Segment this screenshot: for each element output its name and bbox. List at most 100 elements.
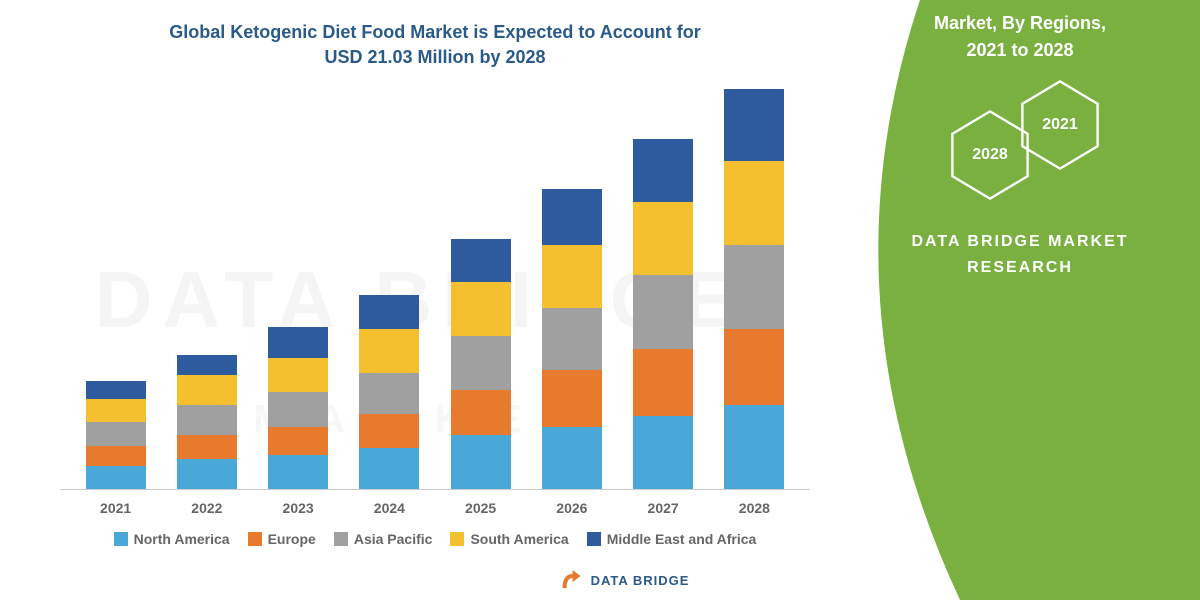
- x-axis-label: 2023: [263, 500, 333, 516]
- legend-label: South America: [470, 531, 568, 547]
- bar-stack: [451, 239, 511, 490]
- bar-segment: [542, 245, 602, 308]
- side-title-line2: 2021 to 2028: [860, 37, 1180, 64]
- chart-legend: North America Europe Asia Pacific South Ame…: [60, 531, 810, 547]
- footer-logo-text: DATA BRIDGE: [591, 573, 690, 588]
- x-axis-label: 2026: [537, 500, 607, 516]
- bar-segment: [633, 416, 693, 490]
- bar-segment: [451, 336, 511, 390]
- x-axis-label: 2024: [354, 500, 424, 516]
- legend-swatch: [334, 532, 348, 546]
- x-axis-label: 2025: [446, 500, 516, 516]
- bar-segment: [359, 329, 419, 372]
- bar-stack: [724, 89, 784, 489]
- bar-segment: [268, 358, 328, 393]
- bar-segment: [86, 399, 146, 423]
- bar-segment: [359, 373, 419, 414]
- bar-segment: [86, 422, 146, 446]
- bar-segment: [451, 390, 511, 435]
- x-axis-labels: 2021 2022 2023 2024 2025 2026 2027 2028: [60, 490, 810, 516]
- bar-segment: [724, 245, 784, 329]
- bar-stack: [633, 139, 693, 489]
- bar-segment: [268, 392, 328, 427]
- bar-segment: [359, 448, 419, 489]
- bar-segment: [542, 308, 602, 371]
- legend-swatch: [248, 532, 262, 546]
- legend-label: North America: [134, 531, 230, 547]
- x-axis-label: 2022: [172, 500, 242, 516]
- bar-segment: [451, 282, 511, 336]
- brand-text: DATA BRIDGE MARKET RESEARCH: [860, 229, 1180, 280]
- bar-group: [81, 381, 151, 489]
- side-panel: Market, By Regions, 2021 to 2028 2028 20…: [840, 0, 1200, 600]
- hex-container: 2028 2021: [860, 79, 1180, 209]
- bar-segment: [542, 189, 602, 245]
- bar-segment: [268, 455, 328, 490]
- chart-section: DATA BRIDGE M A R K E T Global Ketogenic…: [0, 0, 840, 600]
- bar-segment: [177, 459, 237, 489]
- x-axis-label: 2021: [81, 500, 151, 516]
- bar-segment: [724, 329, 784, 405]
- bar-segment: [724, 161, 784, 245]
- legend-label: Europe: [268, 531, 316, 547]
- bar-group: [172, 355, 242, 489]
- bar-group: [446, 239, 516, 490]
- bar-segment: [86, 466, 146, 490]
- legend-item: Asia Pacific: [334, 531, 433, 547]
- legend-label: Asia Pacific: [354, 531, 433, 547]
- bar-stack: [268, 327, 328, 489]
- hexagon-2028: 2028: [950, 109, 1030, 201]
- footer-logo: DATA BRIDGE: [559, 568, 690, 592]
- side-content: Market, By Regions, 2021 to 2028 2028 20…: [840, 0, 1200, 290]
- legend-swatch: [450, 532, 464, 546]
- brand-line2: RESEARCH: [860, 255, 1180, 281]
- side-title: Market, By Regions, 2021 to 2028: [860, 10, 1180, 64]
- bar-segment: [633, 202, 693, 276]
- bar-segment: [359, 414, 419, 449]
- bar-segment: [177, 375, 237, 405]
- bar-segment: [177, 435, 237, 459]
- bar-segment: [177, 355, 237, 374]
- bar-group: [719, 89, 789, 489]
- bar-segment: [268, 427, 328, 455]
- bar-segment: [86, 381, 146, 398]
- legend-label: Middle East and Africa: [607, 531, 757, 547]
- bar-segment: [177, 405, 237, 435]
- chart-title-line1: Global Ketogenic Diet Food Market is Exp…: [60, 20, 810, 45]
- bar-group: [354, 295, 424, 490]
- brand-line1: DATA BRIDGE MARKET: [860, 229, 1180, 255]
- footer-logo-icon: [559, 568, 583, 592]
- bar-stack: [177, 355, 237, 489]
- bar-segment: [268, 327, 328, 357]
- bar-segment: [359, 295, 419, 330]
- legend-item: Europe: [248, 531, 316, 547]
- hexagon-2021: 2021: [1020, 79, 1100, 171]
- x-axis-label: 2027: [628, 500, 698, 516]
- bar-segment: [451, 239, 511, 282]
- legend-swatch: [587, 532, 601, 546]
- legend-item: Middle East and Africa: [587, 531, 757, 547]
- bar-segment: [633, 349, 693, 416]
- main-container: DATA BRIDGE M A R K E T Global Ketogenic…: [0, 0, 1200, 600]
- bar-segment: [451, 435, 511, 489]
- bar-segment: [86, 446, 146, 465]
- hex-outline-label: 2021: [1042, 116, 1078, 134]
- hex-filled-label: 2028: [972, 146, 1008, 164]
- bar-stack: [359, 295, 419, 490]
- bar-group: [628, 139, 698, 489]
- bar-stack: [86, 381, 146, 489]
- chart-title: Global Ketogenic Diet Food Market is Exp…: [60, 20, 810, 70]
- bar-segment: [724, 405, 784, 489]
- bar-segment: [724, 89, 784, 160]
- legend-swatch: [114, 532, 128, 546]
- side-title-line1: Market, By Regions,: [860, 10, 1180, 37]
- x-axis-label: 2028: [719, 500, 789, 516]
- bar-group: [537, 189, 607, 489]
- legend-item: North America: [114, 531, 230, 547]
- bar-segment: [542, 427, 602, 490]
- bar-segment: [542, 370, 602, 426]
- bar-group: [263, 327, 333, 489]
- chart-area: [60, 90, 810, 490]
- bar-stack: [542, 189, 602, 489]
- bar-segment: [633, 139, 693, 202]
